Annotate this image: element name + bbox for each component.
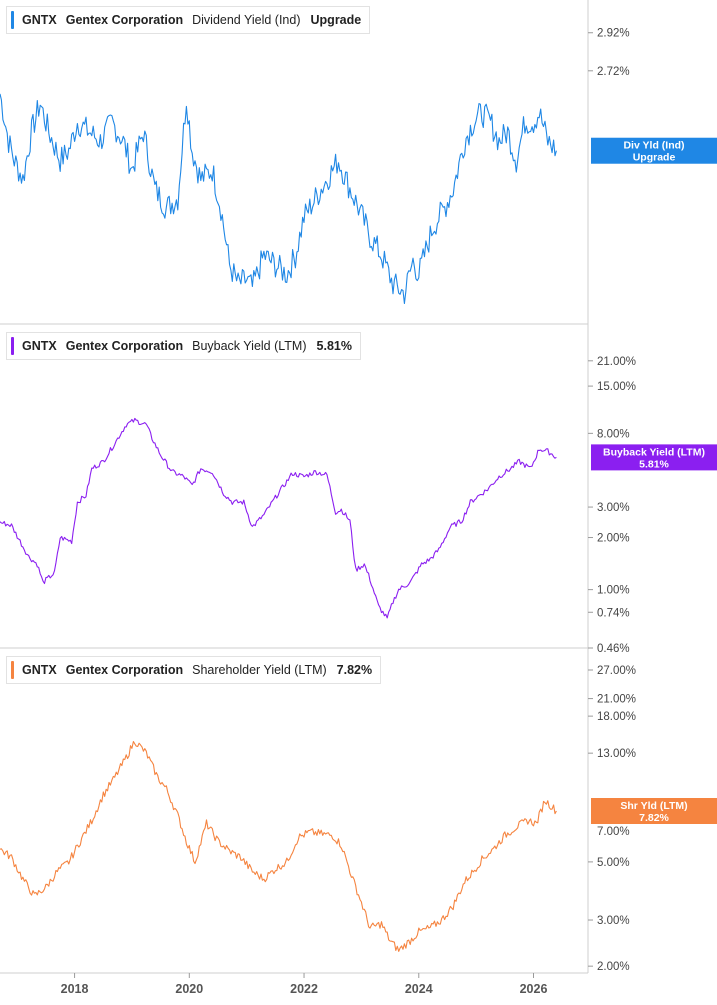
y-tick-label: 1.00% bbox=[597, 585, 630, 597]
value-badge bbox=[591, 444, 717, 471]
value-badge bbox=[591, 797, 717, 824]
x-tick-label: 2024 bbox=[405, 982, 433, 996]
series-line bbox=[0, 93, 557, 305]
legend-swatch-icon bbox=[11, 661, 14, 679]
y-tick-label: 0.46% bbox=[597, 643, 630, 655]
y-tick-label: 18.00% bbox=[597, 711, 636, 723]
value-badge bbox=[591, 137, 717, 164]
legend-metric: Dividend Yield (Ind) bbox=[192, 13, 301, 27]
y-tick-label-partial: 7.00% bbox=[597, 826, 630, 838]
legend-value: 7.82% bbox=[336, 663, 373, 677]
series-line bbox=[0, 740, 557, 952]
series-layer bbox=[0, 93, 557, 952]
y-tick-label: 2.00% bbox=[597, 533, 630, 545]
y-tick-label: 8.00% bbox=[597, 428, 630, 440]
legend-company: Gentex Corporation bbox=[65, 339, 184, 353]
legend-swatch-icon bbox=[11, 337, 14, 355]
value-badge-label: Buyback Yield (LTM) bbox=[603, 446, 705, 458]
legend-shareholder-yield: GNTX Gentex Corporation Shareholder Yiel… bbox=[6, 656, 382, 684]
y-tick-label: 27.00% bbox=[597, 665, 636, 677]
series-line bbox=[0, 417, 557, 619]
y-tick-label: 2.72% bbox=[597, 66, 630, 78]
value-badge-value: 7.82% bbox=[639, 812, 669, 824]
legend-company: Gentex Corporation bbox=[65, 663, 184, 677]
grid-layer bbox=[0, 0, 589, 974]
x-tick-label: 2018 bbox=[61, 982, 89, 996]
y-tick-label: 5.00% bbox=[597, 857, 630, 869]
x-tick-label: 2020 bbox=[175, 982, 203, 996]
legend-value: 5.81% bbox=[316, 339, 352, 353]
value-badge-value: Upgrade bbox=[633, 152, 676, 164]
legend-ticker: GNTX bbox=[22, 13, 57, 27]
value-badge-label: Div Yld (Ind) bbox=[623, 140, 684, 152]
legend-company: Gentex Corporation bbox=[65, 13, 184, 27]
y-tick-label: 2.00% bbox=[597, 961, 630, 973]
legend-value: Upgrade bbox=[310, 13, 362, 27]
value-badge-value: 5.81% bbox=[639, 458, 669, 470]
legend-dividend-yield: GNTX Gentex Corporation Dividend Yield (… bbox=[6, 6, 371, 34]
y-tick-label: 2.92% bbox=[597, 28, 630, 40]
legend-metric: Shareholder Yield (LTM) bbox=[192, 663, 327, 677]
y-tick-label: 0.74% bbox=[597, 607, 630, 619]
x-tick-label: 2022 bbox=[290, 982, 318, 996]
legend-swatch-icon bbox=[11, 11, 14, 29]
y-tick-label: 21.00% bbox=[597, 356, 636, 368]
legend-ticker: GNTX bbox=[22, 663, 57, 677]
y-tick-label: 13.00% bbox=[597, 748, 636, 760]
y-tick-label: 3.00% bbox=[597, 915, 630, 927]
axis-layer: 2.92% 2.72% 21.00% 15.00% 8.00% 3.00% 2.00% 1.0… bbox=[61, 28, 636, 996]
legend-buyback-yield: GNTX Gentex Corporation Buyback Yield (L… bbox=[6, 332, 361, 360]
x-tick-label: 2026 bbox=[520, 982, 548, 996]
legend-ticker: GNTX bbox=[22, 339, 57, 353]
y-tick-label: 21.00% bbox=[597, 694, 636, 706]
value-badge-label: Shr Yld (LTM) bbox=[620, 800, 687, 812]
legend-metric: Buyback Yield (LTM) bbox=[192, 339, 307, 353]
y-tick-label: 3.00% bbox=[597, 502, 630, 514]
y-tick-label: 15.00% bbox=[597, 381, 636, 393]
